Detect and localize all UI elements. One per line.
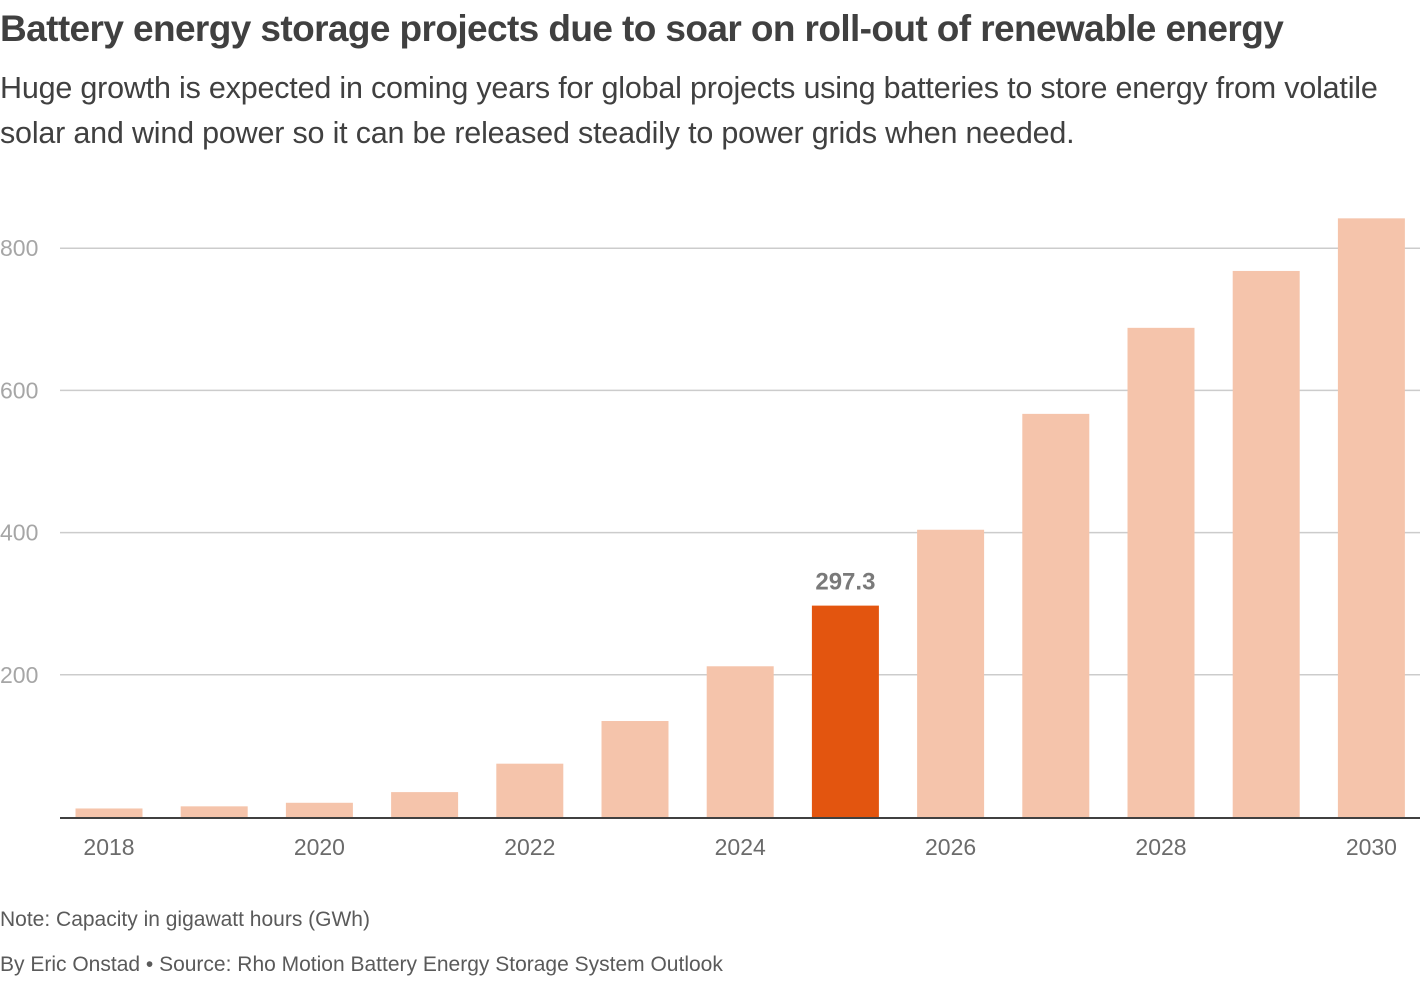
y-tick-label: 200 [0,662,38,688]
data-labels: 297.3 [815,569,875,596]
x-tick-label: 2030 [1346,834,1397,860]
data-label: 297.3 [815,569,875,596]
x-tick-label: 2018 [83,834,134,860]
bar-2030 [1337,218,1405,817]
y-tick-label: 400 [0,520,38,546]
bar-2027 [1022,413,1090,817]
bar-2019 [180,806,248,817]
x-tick-label: 2026 [925,834,976,860]
y-tick-label: 800 [0,235,38,261]
x-tick-label: 2028 [1135,834,1186,860]
bar-2020 [285,802,353,817]
bar-2021 [391,792,459,817]
x-tick-label: 2022 [504,834,555,860]
bars [75,218,1405,817]
bar-2029 [1232,270,1300,817]
y-axis-tick-labels: 200 400 600 800 [0,235,38,688]
bar-2022 [496,763,564,817]
x-axis-tick-labels: 2018 2020 2022 2024 2026 2028 2030 [83,834,1397,860]
bar-2023 [601,721,669,817]
bar-2025 [811,605,879,817]
footnote: Note: Capacity in gigawatt hours (GWh) [0,908,370,931]
bar-chart: 200 400 600 800 2018 2020 2022 2024 2026 2028 203… [0,218,1420,860]
bar-2026 [917,529,985,817]
bar-2018 [75,808,143,817]
source-credit: By Eric Onstad • Source: Rho Motion Batt… [0,953,723,976]
bar-2028 [1127,327,1195,817]
chart-subtitle: Huge growth is expected in coming years … [0,71,1378,150]
x-tick-label: 2020 [294,834,345,860]
x-tick-label: 2024 [715,834,766,860]
y-tick-label: 600 [0,377,38,403]
gridlines [60,247,1420,676]
chart-title: Battery energy storage projects due to s… [0,8,1284,49]
bar-2024 [706,666,774,817]
